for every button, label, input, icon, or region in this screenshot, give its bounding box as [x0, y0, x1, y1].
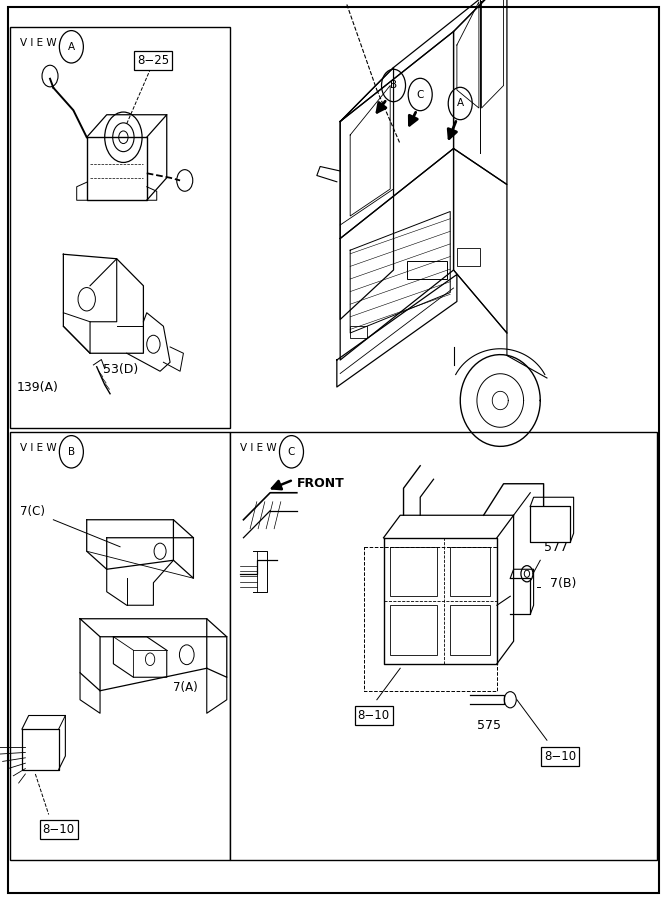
Text: 8−10: 8−10 — [544, 750, 576, 763]
Text: C: C — [416, 89, 424, 100]
Text: 8−25: 8−25 — [137, 54, 169, 68]
Bar — [230, 432, 657, 860]
Text: B: B — [68, 446, 75, 457]
Text: V I E W: V I E W — [20, 443, 57, 453]
Text: A: A — [457, 98, 464, 109]
Bar — [10, 432, 230, 860]
Text: B: B — [390, 80, 397, 91]
Text: 8−10: 8−10 — [358, 709, 390, 723]
Bar — [457, 248, 480, 266]
Bar — [450, 605, 490, 655]
Bar — [10, 27, 230, 427]
Text: V I E W: V I E W — [240, 443, 277, 453]
Text: FRONT: FRONT — [297, 477, 345, 490]
Bar — [450, 546, 490, 596]
Bar — [390, 546, 437, 596]
Text: 139(A): 139(A) — [17, 382, 59, 394]
Text: A: A — [68, 41, 75, 52]
Text: V I E W: V I E W — [20, 38, 57, 48]
Text: 8−10: 8−10 — [43, 824, 75, 836]
Text: 7(C): 7(C) — [20, 505, 45, 518]
Text: 577: 577 — [544, 541, 568, 554]
Text: 7(B): 7(B) — [550, 577, 577, 590]
Text: C: C — [287, 446, 295, 457]
Text: 7(A): 7(A) — [173, 680, 198, 694]
Bar — [350, 326, 367, 338]
Bar — [407, 261, 447, 279]
Text: 575: 575 — [477, 719, 501, 733]
Text: 53(D): 53(D) — [103, 364, 139, 376]
Bar — [390, 605, 437, 655]
